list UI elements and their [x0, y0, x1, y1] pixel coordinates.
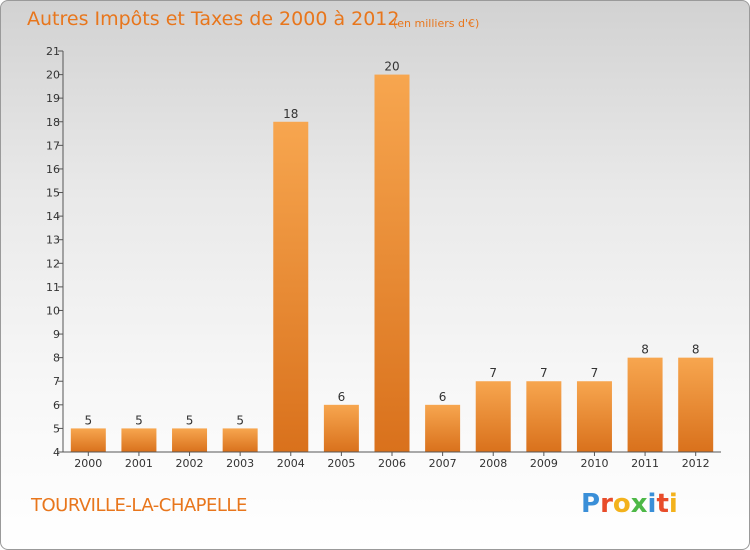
logo-letter: o [612, 489, 631, 519]
bar-2001[interactable] [121, 428, 157, 452]
logo-letter: t [656, 489, 669, 519]
commune-name: TOURVILLE-LA-CHAPELLE [31, 495, 247, 516]
x-tick-label-2008: 2008 [479, 457, 507, 470]
data-label-2009: 7 [540, 366, 548, 380]
bar-2010[interactable] [576, 381, 612, 452]
y-tick-label: 11 [46, 281, 60, 294]
data-label-2010: 7 [591, 366, 599, 380]
x-tick-label-2002: 2002 [176, 457, 204, 470]
bar-2009[interactable] [526, 381, 562, 452]
data-label-2000: 5 [84, 413, 92, 427]
x-tick-label-2006: 2006 [378, 457, 406, 470]
data-label-2002: 5 [186, 413, 194, 427]
x-tick-label-2009: 2009 [530, 457, 558, 470]
logo-letter: i [668, 489, 678, 519]
x-tick-label-2007: 2007 [429, 457, 457, 470]
y-tick-label: 20 [46, 69, 60, 82]
y-tick-label: 6 [53, 399, 60, 412]
data-label-2001: 5 [135, 413, 143, 427]
x-axis: 2000 2001 2002 2003 2004 2005 2006 2007 2008 2009… [63, 451, 721, 470]
x-tick-label-2000: 2000 [74, 457, 102, 470]
x-tick-label-2011: 2011 [631, 457, 659, 470]
data-label-2004: 18 [283, 107, 298, 121]
bar-2003[interactable] [222, 428, 258, 452]
y-tick-label: 12 [46, 257, 60, 270]
bar-2002[interactable] [172, 428, 208, 452]
y-tick-label: 21 [46, 45, 60, 58]
y-tick-label: 4 [53, 446, 60, 459]
data-label-2005: 6 [338, 390, 346, 404]
chart-title: Autres Impôts et Taxes de 2000 à 2012 [27, 8, 400, 30]
y-tick-label: 7 [53, 375, 60, 388]
y-tick-label: 8 [53, 352, 60, 365]
bar-2005[interactable] [323, 404, 359, 452]
y-tick-label: 14 [46, 210, 60, 223]
y-tick-label: 9 [53, 328, 60, 341]
y-tick-label: 15 [46, 187, 60, 200]
y-tick-label: 16 [46, 163, 60, 176]
chart-unit: (en milliers d'€) [393, 17, 480, 30]
y-tick-label: 13 [46, 234, 60, 247]
bars: 5 5 5 5 18 6 20 6 7 7 7 8 8 [70, 60, 714, 453]
data-label-2003: 5 [236, 413, 244, 427]
y-axis: 4 5 6 7 8 9 10 11 12 13 14 15 16 17 18 19 20 21 [46, 45, 64, 459]
bar-2008[interactable] [475, 381, 511, 452]
logo-letter: r [600, 489, 613, 519]
bar-2012[interactable] [678, 357, 714, 452]
logo-letter: x [630, 489, 648, 519]
bar-2006[interactable] [374, 74, 410, 453]
y-tick-label: 10 [46, 304, 60, 317]
logo-letter: P [581, 489, 601, 519]
x-tick-label-2005: 2005 [327, 457, 355, 470]
logo-letter: i [647, 489, 657, 519]
x-tick-label-2010: 2010 [580, 457, 608, 470]
data-label-2008: 7 [489, 366, 497, 380]
x-tick-label-2012: 2012 [682, 457, 710, 470]
y-tick-label: 18 [46, 116, 60, 129]
x-tick-label-2001: 2001 [125, 457, 153, 470]
x-tick-label-2004: 2004 [277, 457, 305, 470]
bar-2007[interactable] [425, 404, 461, 452]
y-tick-label: 17 [46, 139, 60, 152]
y-tick-label: 19 [46, 92, 60, 105]
y-tick-label: 5 [53, 422, 60, 435]
proxiti-logo[interactable]: Proxiti [581, 489, 678, 519]
data-label-2007: 6 [439, 390, 447, 404]
bar-2004[interactable] [273, 121, 309, 452]
bar-2000[interactable] [70, 428, 106, 452]
bar-2011[interactable] [627, 357, 663, 452]
data-label-2011: 8 [641, 343, 649, 357]
data-label-2012: 8 [692, 343, 700, 357]
data-label-2006: 20 [384, 60, 399, 74]
x-tick-label-2003: 2003 [226, 457, 254, 470]
